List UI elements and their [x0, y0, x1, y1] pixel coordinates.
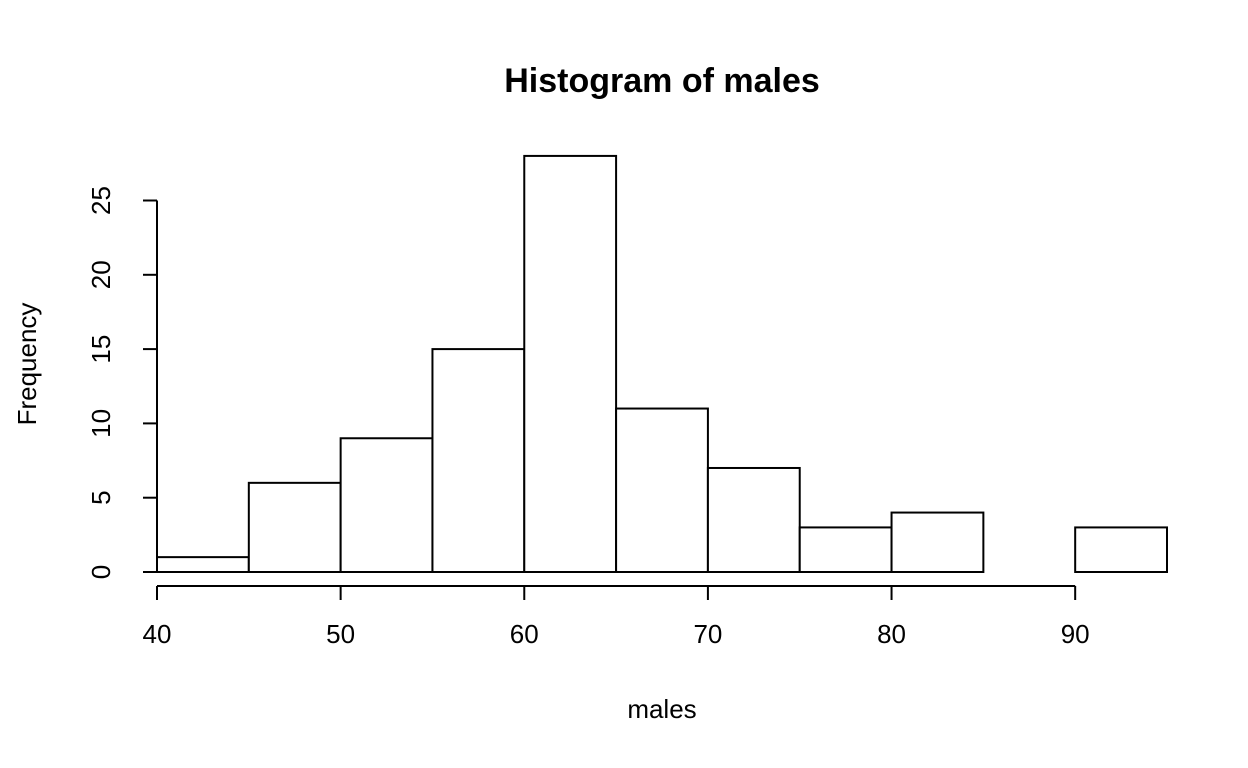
histogram-bar-40-45 [156, 556, 250, 574]
y-tick-label-20: 20 [86, 260, 116, 289]
x-tick-label-50: 50 [326, 619, 355, 649]
y-tick-label-5: 5 [86, 490, 116, 504]
y-tick-label-15: 15 [86, 335, 116, 364]
y-tick-label-0: 0 [86, 565, 116, 579]
y-tick-label-25: 25 [86, 186, 116, 215]
histogram-bar-75-80 [798, 526, 893, 573]
x-axis-label: males [627, 694, 696, 724]
y-axis: 0 5 10 15 20 25 [86, 186, 158, 579]
histogram-bar-80-85 [890, 511, 985, 573]
chart-title: Histogram of males [504, 62, 820, 100]
histogram-bar-90-95 [1074, 526, 1168, 573]
x-tick-label-60: 60 [510, 619, 539, 649]
histogram-bar-70-75 [706, 466, 801, 574]
x-tick-label-90: 90 [1061, 619, 1090, 649]
histogram-bar-65-70 [615, 407, 709, 574]
x-axis: 40 50 60 70 80 90 [143, 585, 1090, 649]
y-axis-label: Frequency [12, 303, 42, 426]
x-tick-label-80: 80 [877, 619, 906, 649]
y-tick-label-10: 10 [86, 409, 116, 438]
histogram-bar-55-60 [431, 348, 526, 573]
histogram-bar-50-55 [339, 437, 434, 574]
x-tick-label-40: 40 [143, 619, 172, 649]
x-tick-label-70: 70 [693, 619, 722, 649]
bars-group [156, 154, 1168, 574]
histogram-bar-45-50 [247, 481, 342, 573]
histogram-bar-60-65 [523, 154, 618, 573]
